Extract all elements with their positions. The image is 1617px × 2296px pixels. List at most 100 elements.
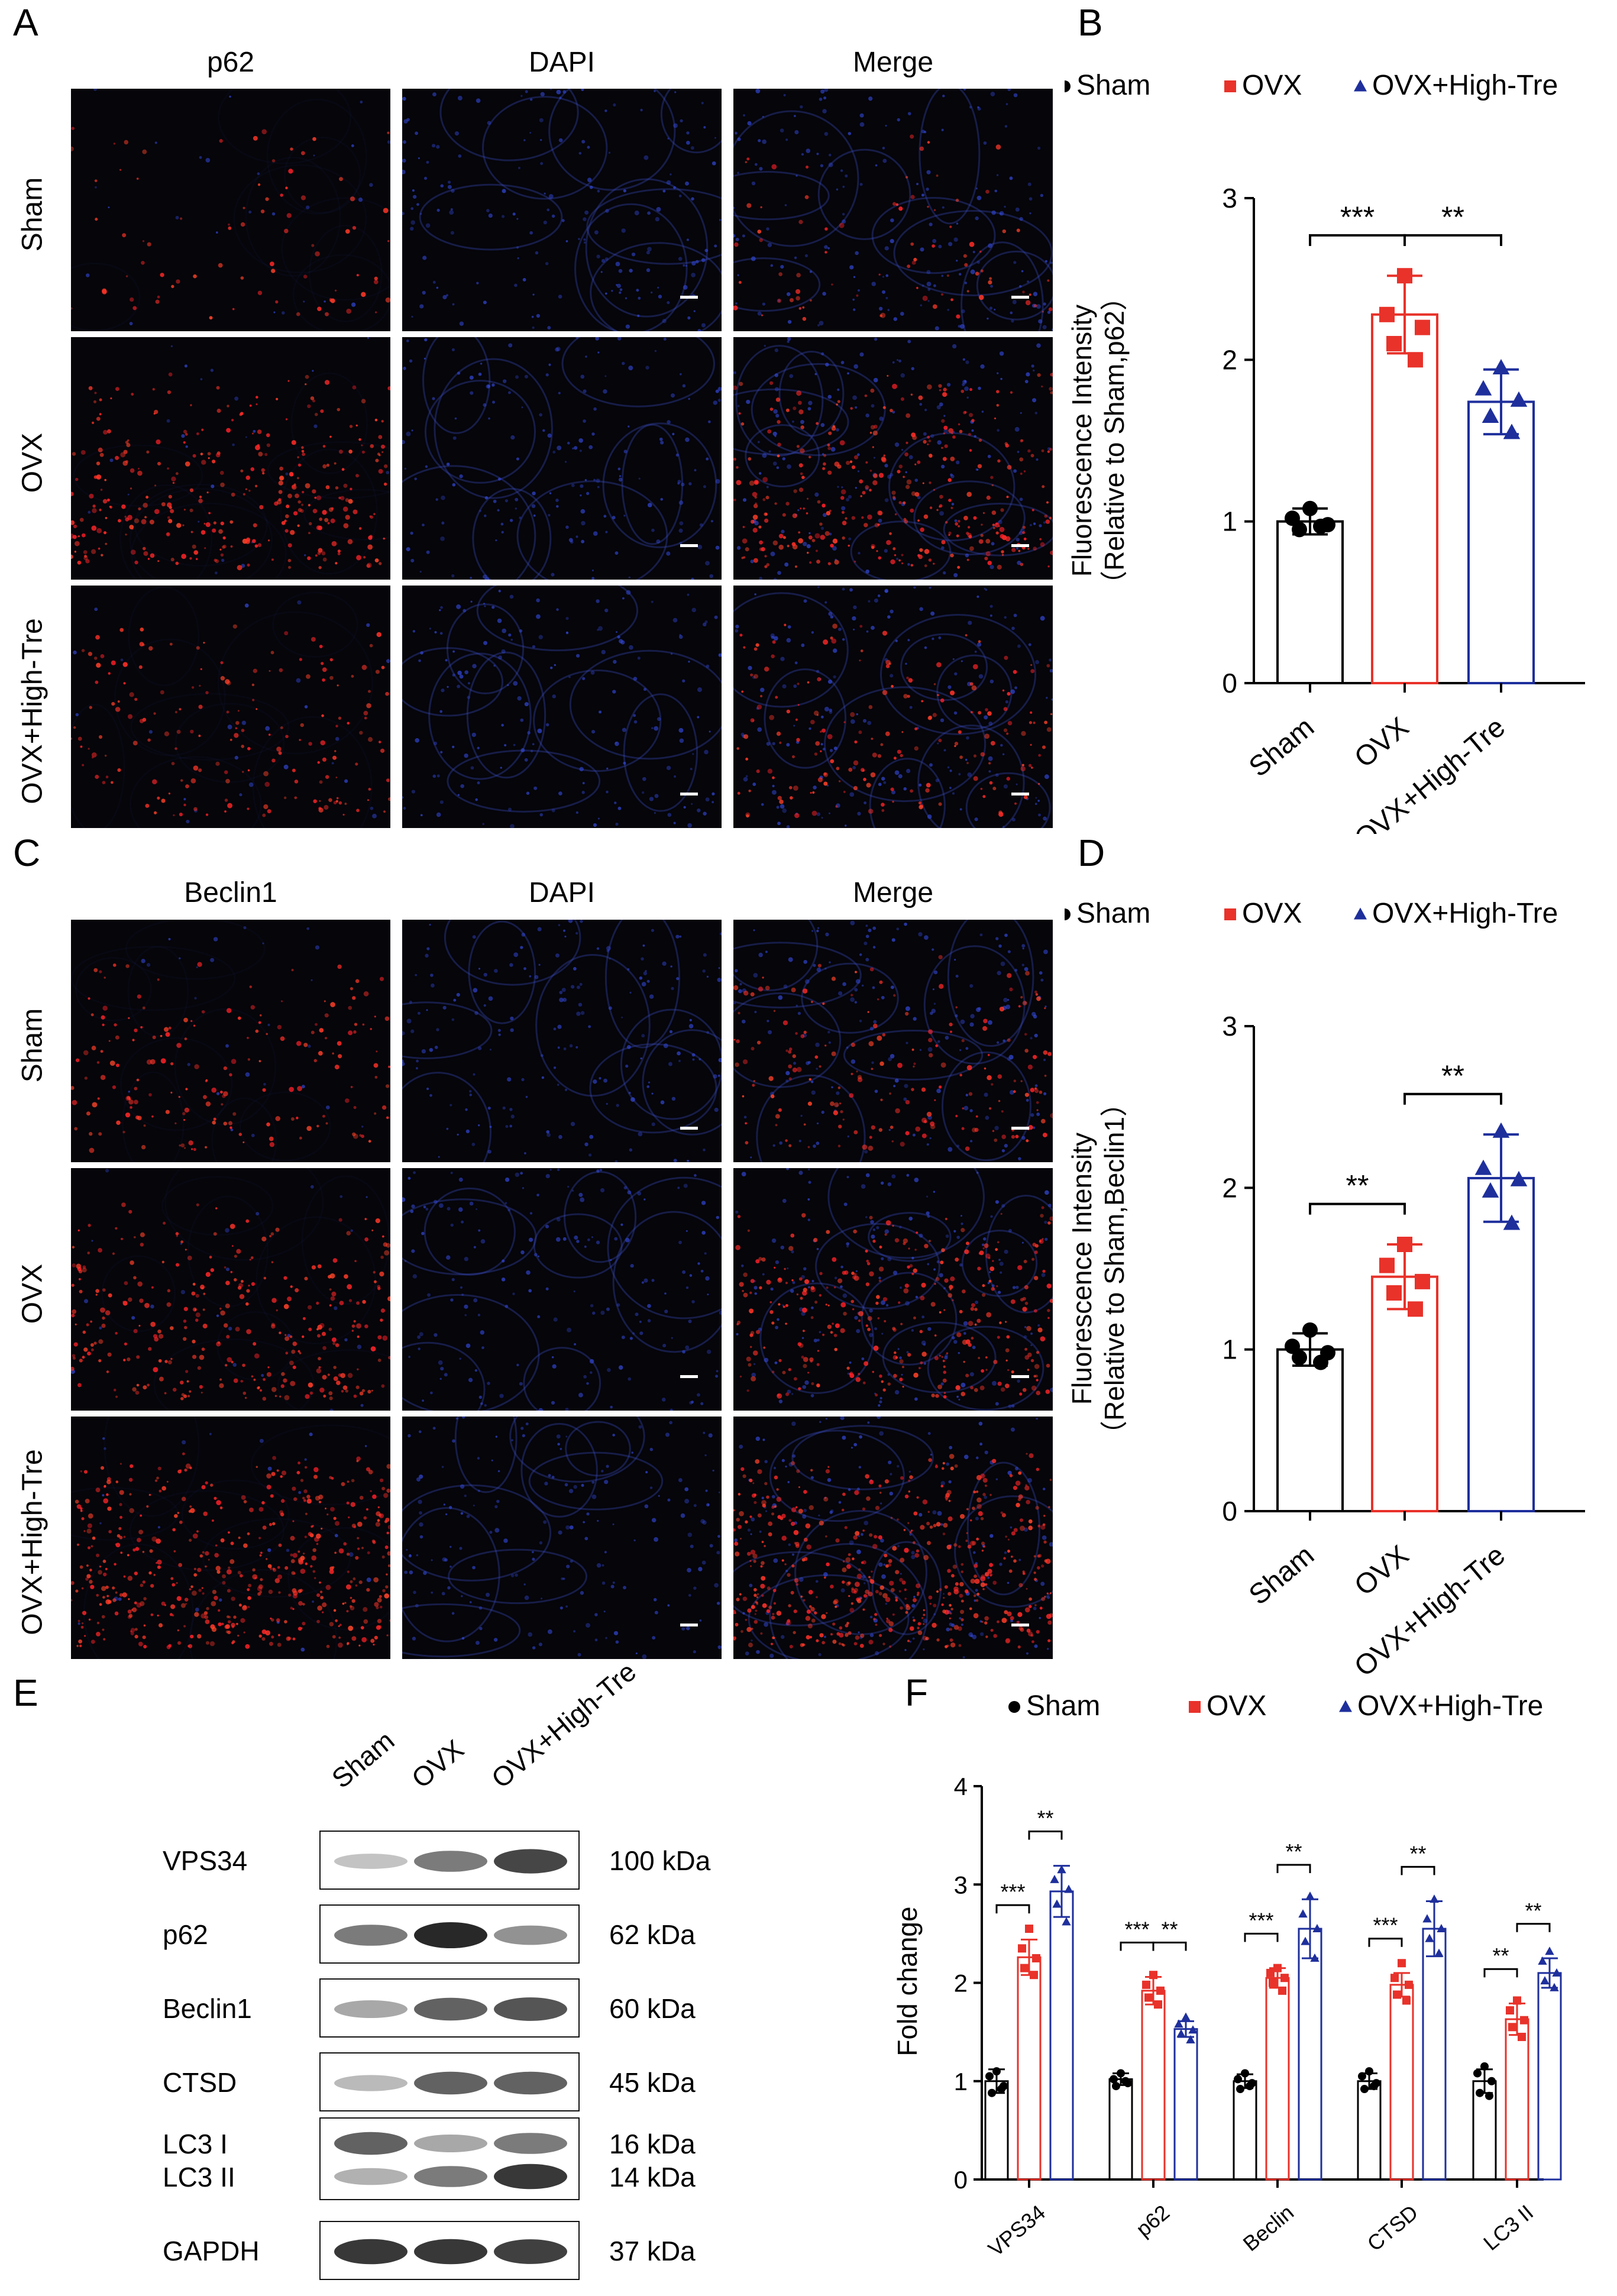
panel-c-nucleus-dot (905, 1006, 910, 1011)
panel-c-nucleus-dot (847, 1135, 850, 1138)
panel-c-nucleus-dot (963, 1332, 966, 1335)
panel-a-nucleus-dot (826, 784, 829, 787)
panel-c-signal-dot (138, 1529, 144, 1535)
panel-c-nucleus-dot (880, 1300, 885, 1305)
panel-a-signal-dot (798, 409, 804, 415)
panel-c-signal-dot (339, 1301, 344, 1305)
panel-a-signal-dot (910, 564, 914, 567)
panel-a-signal-dot (352, 226, 357, 230)
panel-c-signal-dot (810, 1286, 815, 1290)
panel-c-signal-dot (864, 1361, 869, 1366)
panel-c-nucleus-dot (615, 1640, 619, 1644)
panel-c-signal-dot (1047, 1309, 1050, 1312)
panel-a-nucleus-dot (846, 497, 849, 502)
panel-a-signal-dot (1018, 549, 1021, 552)
panel-c-tissue-outline (843, 1029, 984, 1081)
panel-a-signal-dot (943, 425, 948, 430)
panel-a-signal-dot (949, 690, 955, 696)
panel-c-signal-dot (71, 1599, 73, 1602)
panel-a-nucleus-dot (555, 347, 560, 352)
panel-a-signal-dot (284, 519, 287, 523)
panel-c-nucleus-dot (915, 1295, 919, 1299)
panel-c-nucleus-dot (680, 1513, 685, 1518)
panel-a-signal-dot (322, 445, 326, 448)
panel-c-signal-dot (827, 1324, 832, 1330)
panel-a-signal-dot (918, 801, 922, 805)
panel-a-signal-dot (125, 275, 128, 277)
panel-a-nucleus-dot (824, 132, 829, 136)
panel-a-signal-dot (192, 544, 196, 549)
panel-a-signal-dot (985, 539, 991, 544)
panel-c-signal-dot (997, 1381, 1002, 1386)
panel-c-signal-dot (83, 1470, 88, 1474)
panel-c-signal-dot (989, 1266, 995, 1272)
panel-a-signal-dot (814, 752, 818, 756)
panel-c-signal-dot (87, 1546, 91, 1550)
panel-c-nucleus-dot (425, 1208, 429, 1211)
panel-c-nucleus-dot (487, 1106, 491, 1110)
panel-a-nucleus-dot (615, 822, 619, 826)
panel-c-signal-dot (869, 1136, 872, 1139)
panel-a-nucleus-dot (558, 791, 562, 795)
panel-a-signal-dot (320, 740, 326, 746)
panel-c-signal-dot (156, 1562, 158, 1564)
panel-a-signal-dot (917, 554, 920, 557)
panel-c-nucleus-dot (896, 927, 900, 931)
panel-a-signal-dot (190, 404, 192, 406)
panel-a-nucleus-dot (814, 373, 817, 376)
panel-a-nucleus-dot (849, 265, 854, 270)
panel-c-signal-dot (290, 1606, 293, 1610)
panel-a-nucleus-dot (958, 273, 962, 276)
panel-c-signal-dot (185, 1249, 187, 1251)
panel-c-signal-dot (82, 1611, 87, 1615)
panel-a-signal-dot (910, 134, 914, 139)
panel-c-signal-dot (112, 1598, 117, 1602)
panel-a-nucleus-dot (1005, 103, 1008, 105)
panel-a-nucleus-dot (682, 384, 686, 388)
panel-a-signal-dot (352, 509, 358, 515)
panel-c-signal-dot (348, 1625, 354, 1631)
panel-a-signal-dot (312, 509, 318, 513)
panel-a-signal-dot (787, 545, 790, 548)
panel-c-signal-dot (134, 1601, 137, 1605)
panel-a-nucleus-dot (898, 359, 901, 363)
panel-a-signal-dot (225, 778, 230, 784)
panel-c-signal-dot (262, 1525, 267, 1530)
panel-c-nucleus-dot (689, 1274, 693, 1277)
panel-c-nucleus-dot (994, 1126, 999, 1130)
panel-c-nucleus-dot (906, 1351, 909, 1354)
panel-a-tissue-outline (73, 444, 203, 507)
panel-c-nucleus-dot (717, 1535, 720, 1538)
panel-letter-e: E (13, 1671, 38, 1714)
panel-c-signal-dot (90, 1639, 95, 1644)
panel-a-signal-dot (218, 529, 224, 534)
panel-c-signal-dot (235, 1327, 240, 1332)
panel-c-signal-dot (850, 1042, 856, 1047)
panel-a-nucleus-dot (822, 109, 827, 114)
panel-a-signal-dot (383, 208, 389, 214)
panel-a-nucleus-dot (558, 295, 562, 299)
panel-c-nucleus-dot (876, 1226, 879, 1230)
panel-c-signal-dot (356, 1301, 360, 1305)
panel-c-signal-dot (311, 1265, 316, 1270)
panel-a-signal-dot (900, 754, 903, 758)
panel-a-nucleus-dot (947, 685, 952, 689)
panel-a-signal-dot (288, 169, 293, 174)
panel-a-nucleus-dot (735, 237, 739, 241)
panel-a-nucleus-dot (903, 787, 907, 791)
panel-a-nucleus-dot (789, 374, 794, 379)
panel-c-signal-dot (290, 1553, 293, 1557)
panel-a-signal-dot (746, 203, 752, 208)
panel-c-signal-dot (736, 1039, 740, 1043)
panel-c-nucleus-dot (872, 1228, 876, 1231)
panel-a-nucleus-dot (773, 409, 778, 414)
panel-a-signal-dot (251, 432, 254, 435)
panel-c-signal-dot (884, 1320, 887, 1322)
panel-a-signal-dot (222, 544, 227, 549)
panel-c-signal-dot (387, 1296, 390, 1302)
panel-a-nucleus-dot (568, 675, 571, 678)
panel-a-signal-dot (948, 533, 950, 536)
panel-a-nucleus-dot (845, 174, 848, 178)
panel-a-nucleus-dot (303, 300, 305, 303)
panel-c-nucleus-dot (888, 1057, 892, 1062)
